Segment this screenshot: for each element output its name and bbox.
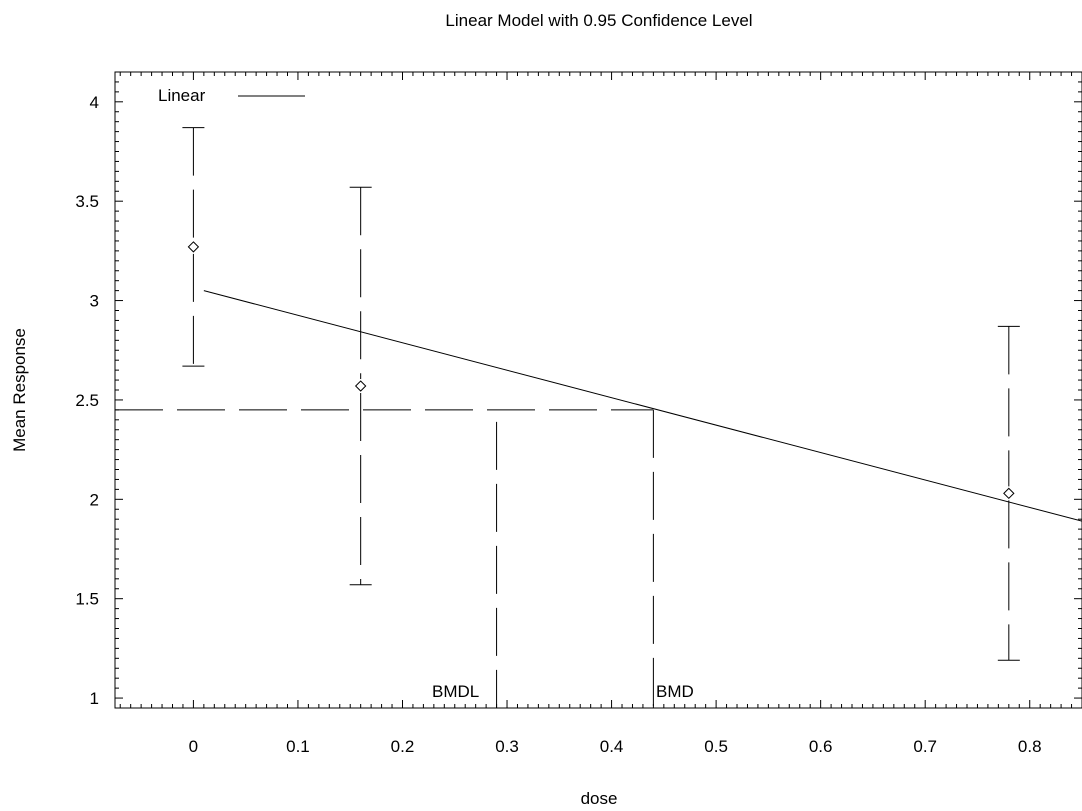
plot-frame — [114, 71, 1082, 709]
x-tick-label: 0.1 — [286, 737, 310, 756]
observations-layer — [182, 127, 1020, 661]
y-tick-label: 2.5 — [75, 391, 99, 410]
data-point — [354, 380, 367, 392]
x-tick-label: 0.8 — [1018, 737, 1042, 756]
fit-line — [203, 290, 1082, 522]
x-tick-label: 0.7 — [913, 737, 937, 756]
bmd-label: BMD — [656, 682, 694, 701]
x-tick-label: 0 — [189, 737, 198, 756]
legend-label: Linear — [158, 86, 206, 105]
x-axis-label: dose — [581, 789, 618, 808]
y-tick-label: 3 — [90, 292, 99, 311]
data-point — [1003, 487, 1015, 500]
x-tick-label: 0.6 — [809, 737, 833, 756]
y-tick-label: 2 — [90, 490, 99, 509]
legend: Linear — [158, 86, 305, 105]
x-tick-label: 0.5 — [704, 737, 728, 756]
x-tick-label: 0.3 — [495, 737, 519, 756]
tick-layer — [115, 71, 1082, 709]
y-tick-labels: 1 1.5 2 2.5 3 3.5 4 — [75, 93, 99, 708]
chart-title: Linear Model with 0.95 Confidence Level — [445, 11, 752, 30]
observation — [997, 325, 1020, 661]
y-tick-label: 4 — [90, 93, 99, 112]
x-tick-label: 0.4 — [600, 737, 624, 756]
y-tick-label: 3.5 — [75, 192, 99, 211]
observation — [182, 127, 205, 367]
data-point — [187, 241, 200, 253]
bmr-guides — [115, 409, 654, 708]
y-axis-label: Mean Response — [10, 328, 29, 452]
fit-line-layer — [203, 290, 1082, 522]
y-tick-label: 1 — [90, 689, 99, 708]
x-tick-labels: 0 0.1 0.2 0.3 0.4 0.5 0.6 0.7 0.8 — [189, 737, 1042, 756]
observation — [349, 186, 372, 586]
x-tick-label: 0.2 — [391, 737, 415, 756]
bmdl-label: BMDL — [432, 682, 479, 701]
y-tick-label: 1.5 — [75, 590, 99, 609]
